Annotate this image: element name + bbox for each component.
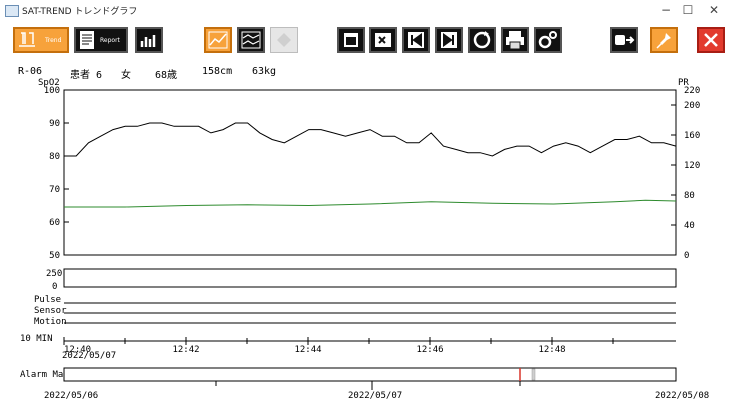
x-tick-label: 12:40 xyxy=(64,345,91,355)
report-label: Report xyxy=(100,37,120,44)
report-button[interactable]: Report xyxy=(74,27,128,53)
patient-name: 患者 6 xyxy=(70,70,103,81)
right-tick-label: 200 xyxy=(684,101,700,111)
right-tick-label: 120 xyxy=(684,161,700,171)
trend-button[interactable]: Trend xyxy=(13,27,69,53)
toolbar: Trend Report xyxy=(0,22,732,60)
close-red-icon xyxy=(704,33,718,47)
bar-chart-icon xyxy=(140,35,156,47)
alarm-date-start: 2022/05/06 xyxy=(44,391,98,401)
motion-row-label: Motion xyxy=(34,317,67,327)
alarm-map-cursor[interactable] xyxy=(531,368,536,381)
patient-sex: 女 xyxy=(121,70,131,81)
trend-icon xyxy=(19,32,35,47)
left-tick-label: 50 xyxy=(49,251,60,261)
minimize-button[interactable]: − xyxy=(660,3,672,17)
right-axis-label: PR xyxy=(678,78,689,88)
close-app-button[interactable] xyxy=(697,27,725,53)
report-icon xyxy=(80,31,94,49)
app-icon xyxy=(5,5,19,17)
right-tick-label: 220 xyxy=(684,86,700,96)
bar-chart-button[interactable] xyxy=(135,27,163,53)
event-scale-bottom: 0 xyxy=(52,282,57,292)
skip-back-icon xyxy=(408,32,424,48)
right-tick-label: 80 xyxy=(684,191,695,201)
cursor-edit-icon xyxy=(375,33,391,47)
refresh-button[interactable] xyxy=(468,27,496,53)
calendar-icon xyxy=(344,33,358,47)
alarm-date-end: 2022/05/08 xyxy=(655,391,709,401)
skip-back-button[interactable] xyxy=(402,27,430,53)
settings-button[interactable] xyxy=(534,27,562,53)
patient-height: 158cm xyxy=(202,66,233,77)
diamond-button[interactable] xyxy=(270,27,298,53)
export-icon xyxy=(615,35,635,45)
left-tick-label: 80 xyxy=(49,152,60,162)
print-pdf-icon xyxy=(506,31,524,50)
pin-icon xyxy=(656,33,671,49)
trend-label: Trend xyxy=(45,37,62,44)
x-tick-label: 12:48 xyxy=(538,345,565,355)
pin-button[interactable] xyxy=(650,27,678,53)
interval-label: 10 MIN xyxy=(20,334,53,344)
line-chart-button[interactable] xyxy=(204,27,232,53)
left-tick-label: 60 xyxy=(49,218,60,228)
cursor-edit-button[interactable] xyxy=(369,27,397,53)
alarm-map-bar[interactable] xyxy=(63,367,677,382)
title-bar: SAT-TREND トレンドグラフ − ☐ ✕ xyxy=(0,0,732,22)
maximize-button[interactable]: ☐ xyxy=(682,3,694,17)
x-tick-label: 12:44 xyxy=(294,345,321,355)
pr-series-line xyxy=(64,199,677,208)
skip-forward-button[interactable] xyxy=(435,27,463,53)
x-tick-label: 12:42 xyxy=(172,345,199,355)
left-axis-label: SpO2 xyxy=(38,78,60,88)
skip-forward-icon xyxy=(441,32,457,48)
event-scale-top: 250 xyxy=(46,269,62,279)
left-tick-label: 100 xyxy=(44,86,60,96)
right-tick-label: 160 xyxy=(684,131,700,141)
spo2-series-line xyxy=(64,122,677,157)
patient-age: 68歳 xyxy=(155,70,178,81)
diamond-icon xyxy=(277,33,291,47)
line-chart-icon xyxy=(208,31,228,49)
print-pdf-button[interactable] xyxy=(501,27,529,53)
alarm-date-mid: 2022/05/07 xyxy=(348,391,402,401)
alarm-map-label: Alarm Map xyxy=(20,370,69,380)
calendar-button[interactable] xyxy=(337,27,365,53)
patient-weight: 63kg xyxy=(252,66,277,77)
patient-room: R-06 xyxy=(18,66,43,77)
settings-gears-icon xyxy=(538,31,557,49)
event-scale-box xyxy=(63,268,677,288)
pulse-row-label: Pulse xyxy=(34,295,61,305)
window-title: SAT-TREND トレンドグラフ xyxy=(22,7,138,17)
sensor-row-label: Sensor xyxy=(34,306,67,316)
right-tick-label: 40 xyxy=(684,221,695,231)
multi-line-chart-icon xyxy=(241,31,261,49)
refresh-icon xyxy=(473,31,491,49)
x-tick-label: 12:46 xyxy=(416,345,443,355)
left-tick-label: 90 xyxy=(49,119,60,129)
close-window-button[interactable]: ✕ xyxy=(708,3,720,17)
multi-line-chart-button[interactable] xyxy=(237,27,265,53)
chart-frame xyxy=(63,89,677,256)
export-button[interactable] xyxy=(610,27,638,53)
right-tick-label: 0 xyxy=(684,251,689,261)
start-date-label: 2022/05/07 xyxy=(62,351,116,361)
left-tick-label: 70 xyxy=(49,185,60,195)
